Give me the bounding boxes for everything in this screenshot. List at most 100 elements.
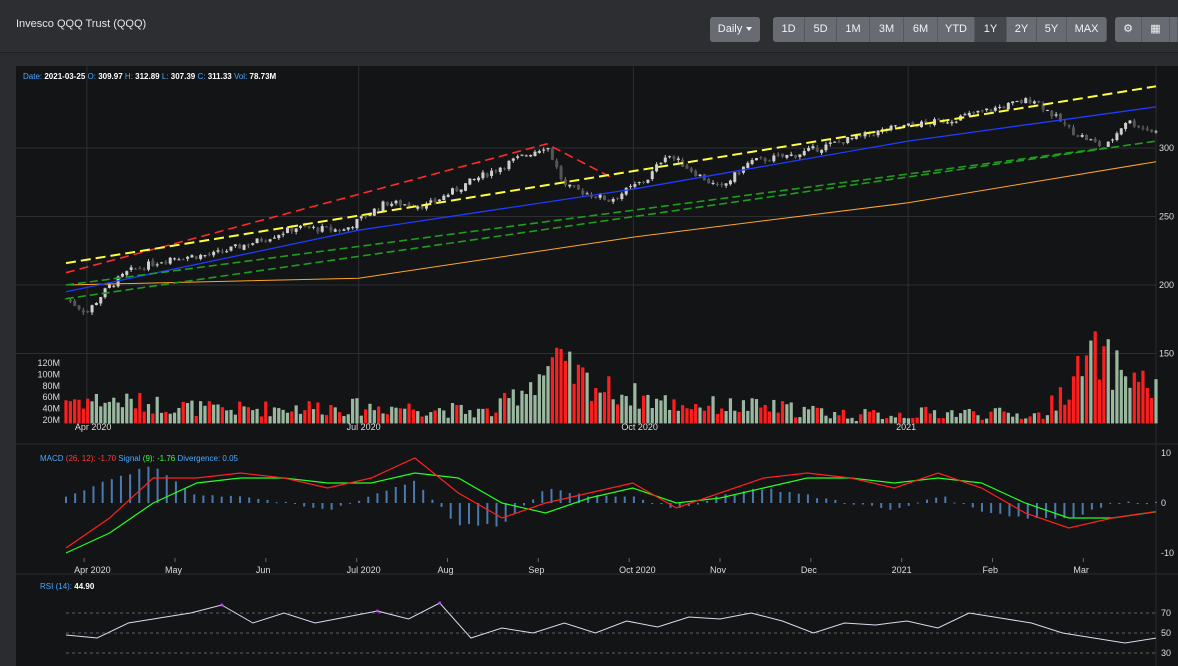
- calculator-button[interactable]: ▦: [1142, 17, 1170, 42]
- candle-body: [555, 160, 559, 167]
- candle-body: [585, 193, 589, 195]
- volume-bar: [550, 357, 554, 424]
- range-button-ytd[interactable]: YTD: [938, 17, 975, 42]
- range-button-3m[interactable]: 3M: [870, 17, 904, 42]
- macd-histogram-bar: [788, 492, 791, 503]
- volume-bar: [672, 399, 676, 424]
- candle-body: [633, 184, 637, 187]
- volume-bar: [945, 412, 950, 424]
- macd-histogram-bar: [358, 500, 361, 503]
- volume-bar: [689, 409, 693, 424]
- range-button-5d[interactable]: 5D: [805, 17, 837, 42]
- volume-bar: [1015, 413, 1019, 424]
- macd-histogram-bar: [706, 500, 709, 503]
- macd-histogram-bar: [339, 503, 342, 506]
- range-button-max[interactable]: MAX: [1067, 17, 1107, 42]
- candle-body: [455, 187, 459, 191]
- candle-body: [1141, 127, 1145, 129]
- candle-body: [368, 214, 372, 216]
- range-button-1m[interactable]: 1M: [837, 17, 870, 42]
- macd-histogram-bar: [761, 489, 764, 503]
- volume-bar: [429, 412, 433, 424]
- candle-body: [99, 297, 103, 304]
- candle-body: [216, 250, 220, 252]
- macd-histogram-bar: [990, 503, 993, 514]
- volume-bar: [668, 409, 672, 424]
- candle-body: [728, 180, 732, 185]
- range-button-2y[interactable]: 2Y: [1007, 17, 1037, 42]
- volume-bar: [1037, 412, 1041, 424]
- volume-bar: [1093, 331, 1097, 424]
- macd-tick-label: 10: [1161, 448, 1171, 458]
- volume-bar: [1024, 418, 1028, 424]
- chart-area[interactable]: 150 200 250 300 Apr 2020 Jul 2020 Oct 2020 2021…: [16, 66, 1178, 666]
- macd-histogram-bar: [257, 498, 260, 503]
- volume-bar: [1110, 389, 1115, 424]
- candle-body: [181, 259, 185, 261]
- macd-histogram-bar: [74, 493, 77, 503]
- candle-body: [754, 158, 758, 161]
- macd-histogram-bar: [577, 493, 580, 503]
- volume-bar: [893, 417, 898, 424]
- volume-bar: [385, 414, 389, 424]
- range-button-1y[interactable]: 1Y: [975, 17, 1007, 42]
- candle-body: [290, 226, 294, 232]
- price-tick-label: 300: [1159, 143, 1174, 153]
- green-trendline: [65, 147, 1106, 286]
- interval-dropdown[interactable]: Daily: [710, 17, 760, 42]
- macd-histogram-bar: [907, 503, 910, 506]
- macd-histogram-bar: [1155, 501, 1157, 503]
- candle-body: [303, 224, 307, 227]
- volume-bar: [73, 399, 77, 424]
- volume-bar: [1028, 416, 1032, 424]
- volume-bar: [833, 411, 837, 424]
- volume-bar: [472, 417, 476, 424]
- candle-body: [659, 162, 663, 164]
- volume-bar: [533, 395, 537, 424]
- settings-button[interactable]: ⚙: [1115, 17, 1142, 42]
- macd-histogram-bar: [834, 499, 837, 503]
- candle-body: [642, 181, 646, 183]
- volume-bar: [1145, 388, 1149, 424]
- candle-body: [359, 216, 363, 219]
- range-button-6m[interactable]: 6M: [904, 17, 938, 42]
- rsi-overbought-point: [220, 603, 224, 607]
- candle-body: [1119, 128, 1123, 135]
- candle-body: [872, 135, 876, 137]
- volume-bar: [203, 405, 207, 424]
- range-button-1d[interactable]: 1D: [773, 17, 805, 42]
- volume-bar: [641, 395, 646, 424]
- volume-bar: [463, 413, 468, 424]
- macd-histogram-bar: [971, 503, 974, 508]
- volume-bar: [1080, 376, 1084, 424]
- volume-bar: [776, 412, 780, 424]
- macd-histogram-bar: [348, 502, 351, 504]
- volume-tick-label: 100M: [37, 369, 60, 379]
- volume-bar: [481, 408, 485, 424]
- candle-body: [715, 184, 719, 186]
- macd-histogram-bar: [605, 495, 608, 503]
- macd-histogram-bar: [1081, 503, 1084, 515]
- candle-body: [1071, 127, 1075, 136]
- macd-x-label: Jul 2020: [347, 565, 381, 575]
- candle-body: [450, 188, 454, 195]
- volume-bar: [793, 417, 798, 424]
- volume-bar: [77, 399, 81, 424]
- volume-bar: [1071, 376, 1076, 424]
- range-button-5y[interactable]: 5Y: [1037, 17, 1067, 42]
- candle-body: [616, 197, 620, 199]
- macd-histogram-bar: [962, 503, 965, 504]
- candle-body: [90, 305, 94, 313]
- volume-bar: [1154, 379, 1158, 424]
- volume-bar: [529, 382, 533, 424]
- candle-body: [655, 164, 659, 172]
- macd-histogram-bar: [1136, 503, 1139, 505]
- candle-body: [620, 193, 624, 200]
- candle-body: [702, 174, 706, 181]
- more-button[interactable]: [1170, 17, 1178, 42]
- volume-bar: [177, 407, 181, 424]
- candle-body: [255, 238, 259, 244]
- volume-bar: [815, 407, 819, 424]
- x-tick-label: Oct 2020: [621, 422, 658, 432]
